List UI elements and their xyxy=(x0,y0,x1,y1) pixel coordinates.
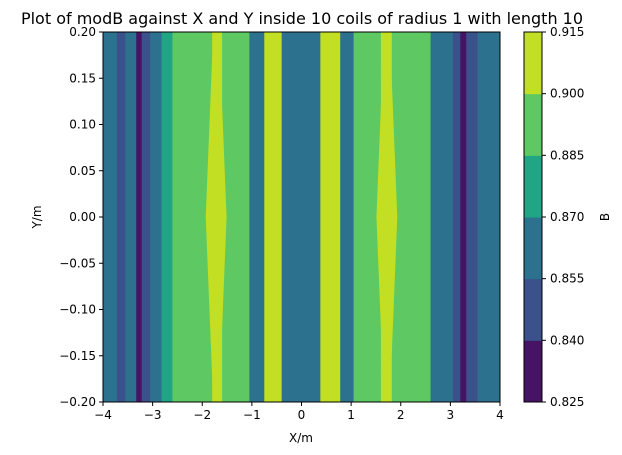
x-tick-label: 1 xyxy=(347,408,355,422)
y-axis: −0.20 −0.15 −0.10 −0.05 0.00 0.05 0.10 0.15 0.20 xyxy=(59,25,103,409)
x-tick-label: 4 xyxy=(496,408,504,422)
colorbar-tick-label: 0.885 xyxy=(550,148,584,162)
x-tick-label: −4 xyxy=(94,408,112,422)
colorbar-segment xyxy=(524,32,542,95)
chart-title: Plot of modB against X and Y inside 10 c… xyxy=(21,9,583,28)
contour-band xyxy=(391,32,412,402)
contour-band xyxy=(281,32,321,402)
colorbar-tick-label: 0.870 xyxy=(550,210,584,224)
contour-band xyxy=(466,32,479,402)
y-axis-label: Y/m xyxy=(30,205,44,229)
contour-band xyxy=(332,32,341,402)
contour-band xyxy=(150,32,163,402)
x-tick-label: −3 xyxy=(144,408,162,422)
contour-band xyxy=(222,32,250,402)
contour-band xyxy=(264,32,273,402)
colorbar-segment xyxy=(524,217,542,280)
contour-band xyxy=(249,32,265,402)
contour-region xyxy=(205,32,227,402)
y-tick-label: 0.00 xyxy=(69,210,96,224)
contour-band xyxy=(103,32,118,402)
contour-band xyxy=(189,32,213,402)
contour-band xyxy=(136,32,143,402)
contour-band xyxy=(161,32,174,402)
contour-band xyxy=(141,32,151,402)
y-tick-label: −0.05 xyxy=(59,256,96,270)
y-tick-label: 0.05 xyxy=(69,164,96,178)
contour-band xyxy=(452,32,461,402)
colorbar-segment xyxy=(524,93,542,156)
y-tick-label: 0.15 xyxy=(69,71,96,85)
colorbar-segment xyxy=(524,278,542,341)
y-tick-label: 0.20 xyxy=(69,25,96,39)
contour-band xyxy=(410,32,432,402)
y-tick-label: −0.15 xyxy=(59,349,96,363)
contour-band xyxy=(271,32,283,402)
plot-area xyxy=(103,32,500,402)
colorbar-segment xyxy=(524,340,542,403)
colorbar-tick-label: 0.900 xyxy=(550,87,584,101)
contour-band xyxy=(460,32,467,402)
colorbar-label: B xyxy=(598,213,612,221)
y-tick-label: −0.20 xyxy=(59,395,96,409)
x-tick-label: −1 xyxy=(243,408,261,422)
x-axis-label: X/m xyxy=(289,431,313,445)
colorbar xyxy=(524,32,542,403)
y-tick-label: 0.10 xyxy=(69,118,96,132)
colorbar-segment xyxy=(524,155,542,218)
contour-band xyxy=(125,32,137,402)
colorbar-ticks: 0.825 0.840 0.855 0.870 0.885 0.900 0.915 xyxy=(542,25,584,409)
contour-band xyxy=(441,32,454,402)
contour-band xyxy=(320,32,333,402)
colorbar-tick-label: 0.855 xyxy=(550,272,584,286)
x-tick-label: 3 xyxy=(447,408,455,422)
colorbar-tick-label: 0.825 xyxy=(550,395,584,409)
colorbar-tick-label: 0.915 xyxy=(550,25,584,39)
contour-band xyxy=(477,32,489,402)
contour-band xyxy=(487,32,500,402)
colorbar-tick-label: 0.840 xyxy=(550,333,584,347)
contour-band xyxy=(172,32,191,402)
x-axis: −4 −3 −2 −1 0 1 2 3 4 xyxy=(94,402,504,422)
x-tick-label: 0 xyxy=(298,408,306,422)
contour-band xyxy=(430,32,443,402)
x-tick-label: 2 xyxy=(397,408,405,422)
contour-region xyxy=(376,32,398,402)
contour-band xyxy=(116,32,126,402)
x-tick-label: −2 xyxy=(193,408,211,422)
y-tick-label: −0.10 xyxy=(59,303,96,317)
contour-band xyxy=(340,32,355,402)
